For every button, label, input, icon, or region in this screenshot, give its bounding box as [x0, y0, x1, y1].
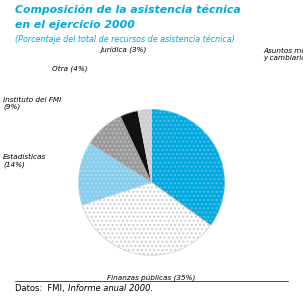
Text: Estadísticas
(14%): Estadísticas (14%): [3, 154, 46, 168]
Text: Finanzas públicas (35%): Finanzas públicas (35%): [107, 275, 196, 282]
Text: Instituto del FMI
(9%): Instituto del FMI (9%): [3, 97, 61, 110]
Text: en el ejercicio 2000: en el ejercicio 2000: [15, 20, 135, 30]
Wedge shape: [82, 182, 211, 255]
Text: Otra (4%): Otra (4%): [52, 65, 87, 72]
Text: Jurídica (3%): Jurídica (3%): [100, 47, 146, 54]
Wedge shape: [152, 109, 225, 225]
Text: (Porcentaje del total de recursos de asistencia técnica): (Porcentaje del total de recursos de asi…: [15, 35, 235, 44]
Text: Asuntos monetarios
y cambiarios (35%): Asuntos monetarios y cambiarios (35%): [264, 48, 303, 61]
Wedge shape: [90, 116, 152, 182]
Text: Informe anual 2000.: Informe anual 2000.: [68, 284, 153, 293]
Wedge shape: [120, 111, 152, 182]
Text: Composición de la asistencia técnica: Composición de la asistencia técnica: [15, 5, 241, 15]
Text: Datos:  FMI,: Datos: FMI,: [15, 284, 67, 293]
Wedge shape: [138, 109, 152, 182]
Wedge shape: [78, 143, 152, 205]
